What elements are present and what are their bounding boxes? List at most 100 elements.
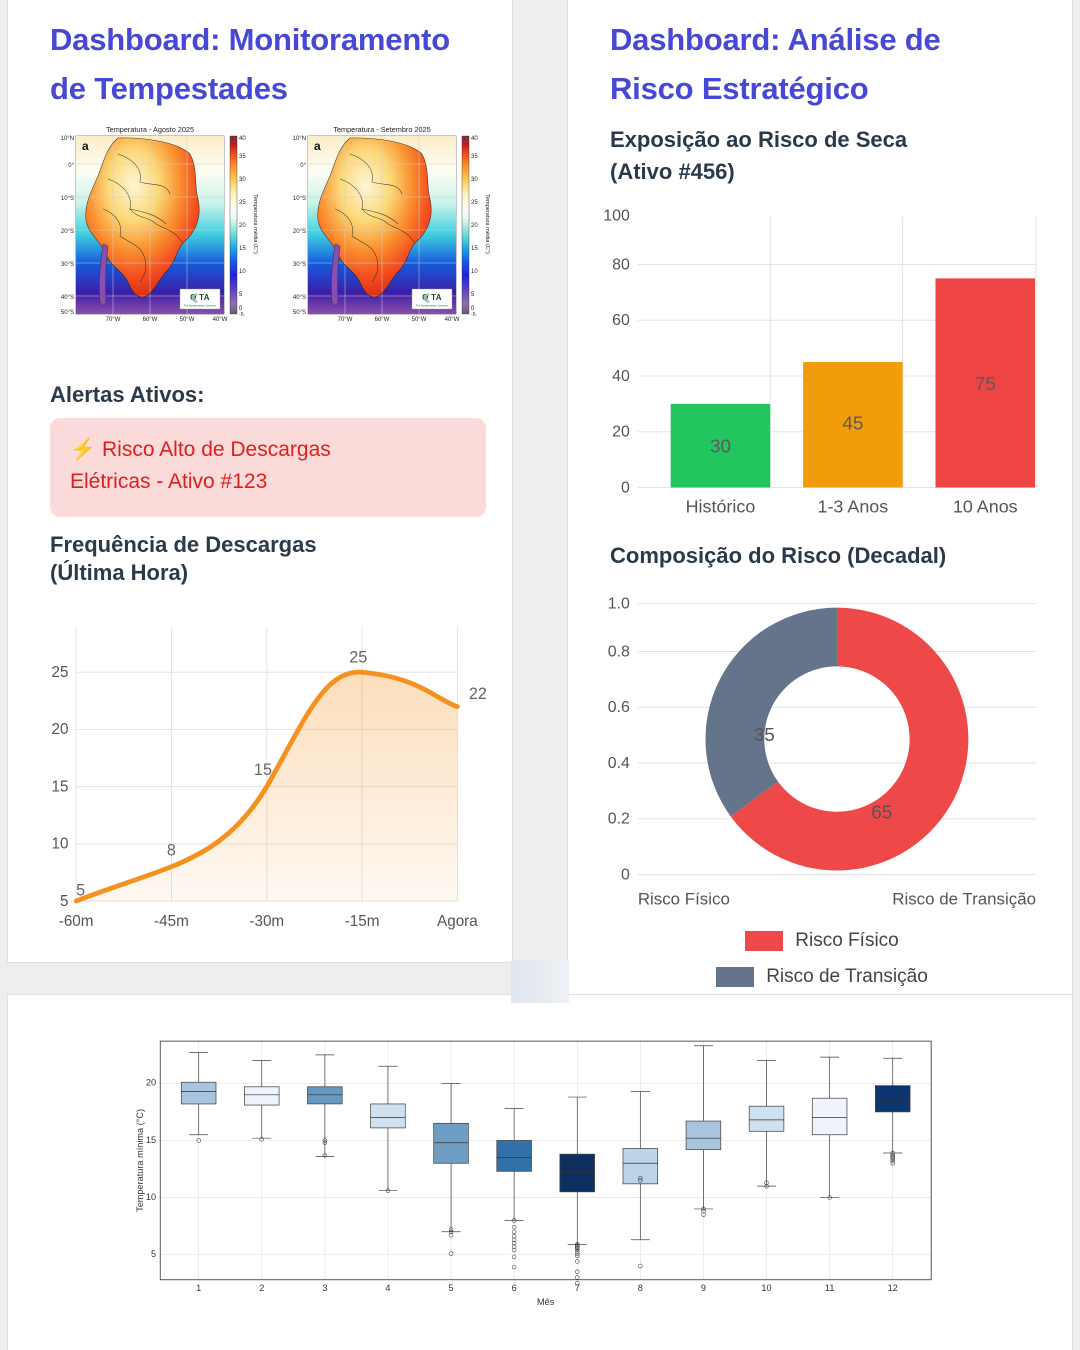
- svg-text:3: 3: [322, 1283, 327, 1293]
- svg-text:40°S: 40°S: [293, 295, 306, 301]
- svg-text:20: 20: [471, 223, 478, 229]
- svg-text:1: 1: [196, 1283, 201, 1293]
- svg-text:10°S: 10°S: [293, 196, 306, 202]
- svg-text:35: 35: [471, 154, 478, 160]
- svg-text:50°W: 50°W: [412, 317, 427, 323]
- svg-text:25: 25: [52, 664, 69, 681]
- svg-text:45: 45: [842, 413, 863, 434]
- svg-text:40°S: 40°S: [61, 295, 74, 301]
- svg-text:8: 8: [167, 842, 176, 860]
- svg-text:-30m: -30m: [249, 913, 284, 930]
- svg-text:25: 25: [349, 649, 367, 667]
- svg-text:8: 8: [638, 1283, 643, 1293]
- svg-text:0.8: 0.8: [608, 643, 630, 660]
- svg-text:80: 80: [612, 256, 630, 273]
- svg-text:Histórico: Histórico: [686, 496, 756, 516]
- svg-text:5: 5: [239, 292, 243, 298]
- svg-text:Risco Físico: Risco Físico: [638, 889, 730, 908]
- svg-text:Temperatura média (C°): Temperatura média (C°): [252, 194, 258, 254]
- svg-text:Risco de Transição: Risco de Transição: [892, 889, 1036, 908]
- svg-text:7: 7: [575, 1283, 580, 1293]
- svg-text:70°W: 70°W: [106, 317, 121, 323]
- svg-text:5: 5: [151, 1249, 156, 1259]
- svg-text:0°: 0°: [68, 163, 74, 169]
- svg-text:10°S: 10°S: [61, 196, 74, 202]
- svg-text:-60m: -60m: [59, 913, 94, 930]
- svg-text:1.0: 1.0: [608, 596, 630, 613]
- svg-text:25: 25: [471, 200, 478, 206]
- svg-text:10: 10: [761, 1283, 771, 1293]
- svg-text:60°W: 60°W: [143, 317, 158, 323]
- svg-text:15: 15: [239, 246, 246, 252]
- svg-text:50°S: 50°S: [61, 310, 74, 316]
- svg-text:0.2: 0.2: [608, 811, 630, 828]
- svg-text:20°S: 20°S: [61, 229, 74, 235]
- svg-text:30: 30: [471, 177, 478, 183]
- svg-text:10: 10: [239, 269, 246, 275]
- svg-text:40°W: 40°W: [213, 317, 228, 323]
- svg-text:40: 40: [239, 136, 246, 142]
- svg-text:9: 9: [701, 1283, 706, 1293]
- svg-text:Temperatura - Setembro 2025: Temperatura - Setembro 2025: [333, 125, 430, 134]
- svg-text:Agora: Agora: [437, 913, 478, 930]
- svg-text:5: 5: [60, 893, 68, 910]
- svg-text:4: 4: [385, 1283, 390, 1293]
- svg-text:20: 20: [239, 223, 246, 229]
- svg-text:-5: -5: [239, 312, 244, 318]
- svg-text:30°S: 30°S: [293, 262, 306, 268]
- svg-text:0.4: 0.4: [608, 755, 630, 772]
- svg-text:15: 15: [146, 1135, 156, 1145]
- svg-text:-5: -5: [471, 312, 476, 318]
- svg-text:Temperatura mínima (°C): Temperatura mínima (°C): [135, 1109, 145, 1212]
- svg-text:10: 10: [471, 269, 478, 275]
- svg-text:20: 20: [146, 1078, 156, 1088]
- svg-text:40: 40: [612, 368, 630, 385]
- svg-text:70°W: 70°W: [338, 317, 353, 323]
- svg-text:The Sustainability Company: The Sustainability Company: [184, 303, 217, 307]
- svg-text:22: 22: [469, 685, 486, 703]
- svg-text:The Sustainability Company: The Sustainability Company: [416, 303, 449, 307]
- svg-text:0.6: 0.6: [608, 699, 630, 716]
- svg-text:40: 40: [471, 136, 478, 142]
- svg-text:35: 35: [239, 154, 246, 160]
- svg-text:6: 6: [512, 1283, 517, 1293]
- svg-text:0°: 0°: [300, 163, 306, 169]
- svg-text:30: 30: [239, 177, 246, 183]
- svg-text:a: a: [82, 139, 89, 153]
- svg-text:30°S: 30°S: [61, 262, 74, 268]
- svg-text:Temperatura - Agosto 2025: Temperatura - Agosto 2025: [106, 125, 194, 134]
- svg-text:20: 20: [612, 423, 630, 440]
- svg-text:10°N: 10°N: [61, 136, 74, 142]
- svg-text:10°N: 10°N: [293, 136, 306, 142]
- svg-text:Temperatura média (C°): Temperatura média (C°): [484, 194, 490, 254]
- svg-text:5: 5: [449, 1283, 454, 1293]
- svg-text:5: 5: [76, 882, 85, 900]
- svg-text:15: 15: [254, 762, 272, 780]
- svg-text:10: 10: [146, 1192, 156, 1202]
- svg-text:12: 12: [888, 1283, 898, 1293]
- svg-text:25: 25: [239, 200, 246, 206]
- svg-text:-45m: -45m: [154, 913, 189, 930]
- svg-text:100: 100: [603, 208, 630, 225]
- svg-text:40°W: 40°W: [445, 317, 460, 323]
- svg-text:15: 15: [471, 246, 478, 252]
- svg-text:1-3 Anos: 1-3 Anos: [818, 496, 889, 516]
- svg-text:10 Anos: 10 Anos: [953, 496, 1018, 516]
- svg-text:Mês: Mês: [537, 1297, 555, 1307]
- svg-text:60: 60: [612, 312, 630, 329]
- svg-text:65: 65: [871, 803, 892, 824]
- svg-text:35: 35: [754, 725, 775, 746]
- svg-text:10: 10: [52, 836, 69, 853]
- svg-text:5: 5: [471, 292, 475, 298]
- svg-text:60°W: 60°W: [375, 317, 390, 323]
- svg-text:15: 15: [52, 779, 69, 796]
- svg-text:50°W: 50°W: [180, 317, 195, 323]
- svg-text:50°S: 50°S: [293, 310, 306, 316]
- svg-text:a: a: [314, 139, 321, 153]
- svg-text:2: 2: [259, 1283, 264, 1293]
- svg-text:11: 11: [825, 1283, 835, 1293]
- svg-text:20: 20: [52, 722, 69, 739]
- svg-text:0: 0: [621, 866, 630, 883]
- svg-text:20°S: 20°S: [293, 229, 306, 235]
- svg-text:75: 75: [975, 374, 996, 395]
